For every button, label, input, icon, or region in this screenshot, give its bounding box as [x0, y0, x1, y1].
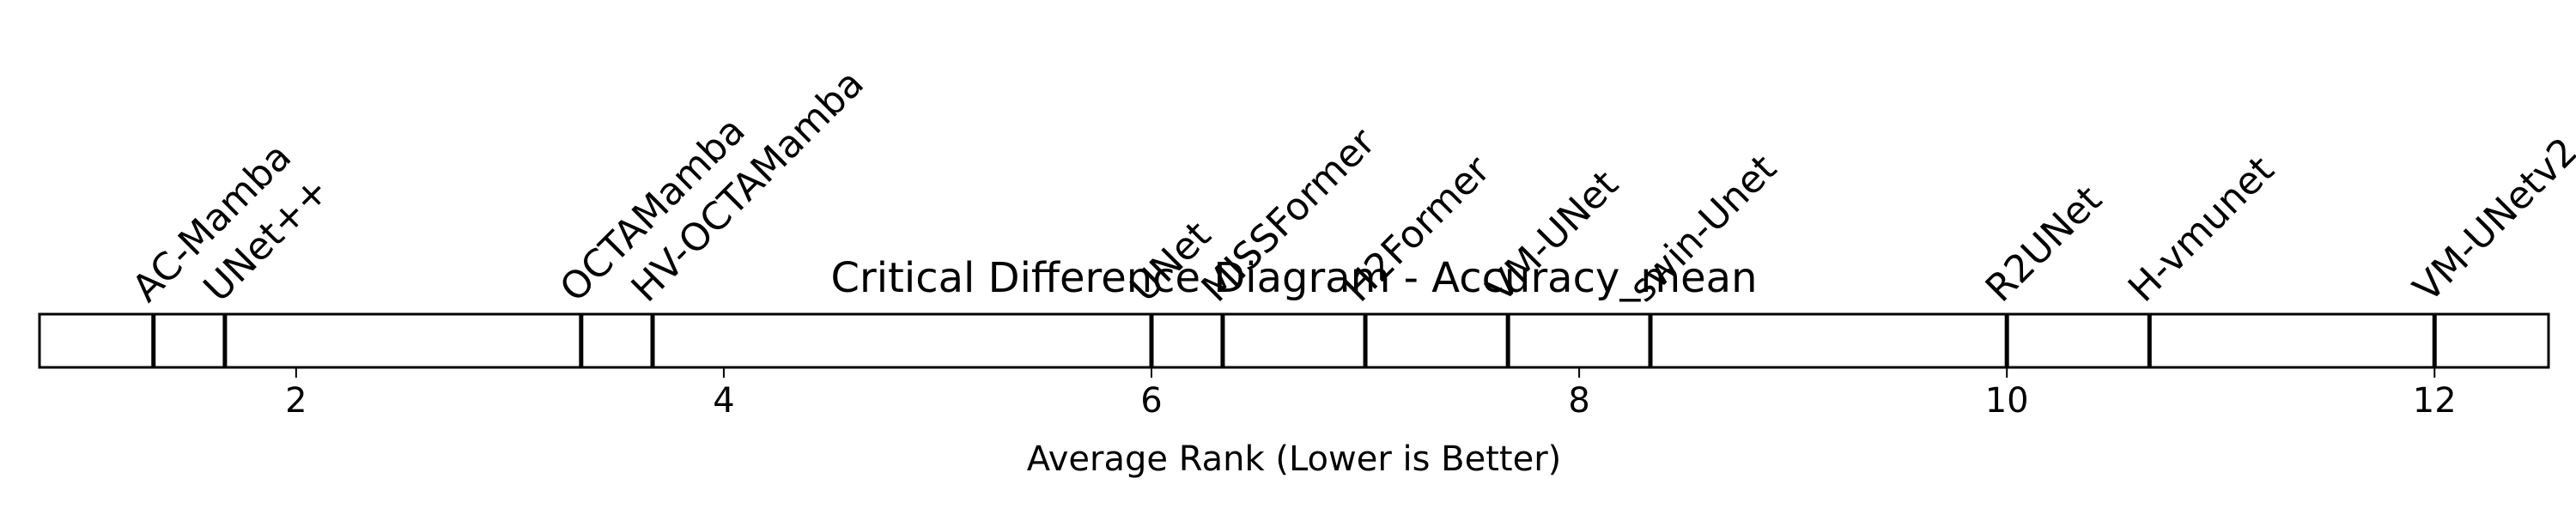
x-tick-label: 6 [1140, 381, 1162, 421]
x-axis-label: Average Rank (Lower is Better) [1027, 439, 1562, 479]
x-tick-label: 8 [1568, 381, 1589, 421]
x-tick-label: 2 [285, 381, 307, 421]
x-tick-label: 10 [1985, 381, 2029, 421]
x-axis-ticks: 2 4 6 8 10 12 [285, 367, 2457, 421]
x-tick-label: 12 [2413, 381, 2457, 421]
rank-markers [151, 314, 2437, 367]
axes-frame [38, 312, 2550, 369]
chart-title: Critical Difference Diagram - Accuracy_m… [830, 254, 1757, 302]
x-tick-label: 4 [713, 381, 734, 421]
